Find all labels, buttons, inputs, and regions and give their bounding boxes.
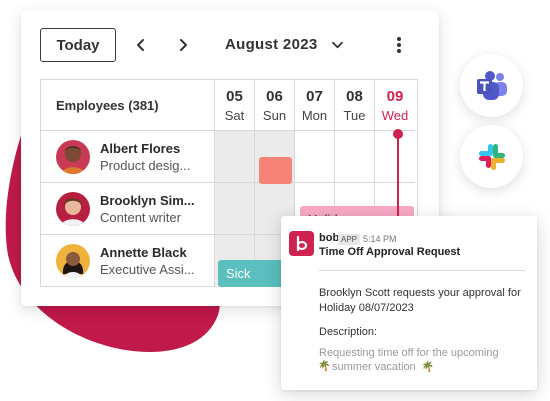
- divider: [319, 270, 525, 271]
- microsoft-teams-icon[interactable]: [460, 54, 523, 117]
- avatar: [56, 140, 90, 174]
- day-of-week: Mon: [301, 108, 328, 123]
- more-options-icon[interactable]: [391, 34, 407, 56]
- employees-column-header: Employees (381): [41, 80, 215, 131]
- employee-role: Executive Assi...: [100, 262, 195, 277]
- avatar: [56, 192, 90, 226]
- day-of-week: Sat: [224, 108, 245, 123]
- employee-name: Annette Black: [100, 245, 187, 260]
- day-cell[interactable]: [295, 131, 335, 183]
- day-cell[interactable]: [375, 131, 415, 183]
- day-of-week: Sun: [262, 108, 287, 123]
- avatar: [56, 244, 90, 278]
- notification-time: 5:14 PM: [363, 234, 397, 244]
- sick-event[interactable]: Sick: [218, 260, 288, 287]
- sender-name: bob: [319, 232, 340, 244]
- palm-tree-emoji: 🌴: [421, 362, 435, 373]
- chevron-down-icon[interactable]: [329, 38, 345, 52]
- bob-logo-icon: [289, 231, 314, 256]
- chevron-left-icon[interactable]: [130, 34, 152, 56]
- day-of-week: Wed: [381, 108, 409, 123]
- day-number: 08: [346, 88, 363, 105]
- employee-name: Albert Flores: [100, 141, 181, 156]
- today-button[interactable]: Today: [40, 28, 116, 62]
- description-line: Requesting time off for the upcoming: [319, 347, 499, 359]
- today-marker-dot: [393, 129, 403, 139]
- employee-role: Product desig...: [100, 158, 191, 173]
- calendar-toolbar: Today August 2023: [21, 10, 439, 80]
- day-number: 05: [226, 88, 243, 105]
- day-number: 07: [306, 88, 323, 105]
- description-line-wrap: 🌴 summer vacation 🌴: [318, 360, 529, 375]
- employee-row-brooklyn-simmons[interactable]: Brooklyn Sim... Content writer: [41, 183, 215, 235]
- description-label: Description:: [319, 326, 378, 338]
- chevron-right-icon[interactable]: [172, 34, 194, 56]
- day-number: 09: [386, 88, 404, 105]
- notification-card[interactable]: bob APP 5:14 PM Time Off Approval Reques…: [281, 216, 537, 390]
- day-number: 06: [266, 88, 283, 105]
- app-badge: APP: [338, 234, 361, 245]
- day-cell[interactable]: [335, 131, 375, 183]
- today-marker-line: [397, 130, 399, 217]
- slack-icon[interactable]: [460, 125, 523, 188]
- employee-row-annette-black[interactable]: Annette Black Executive Assi...: [41, 235, 215, 287]
- day-header-09-today[interactable]: 09 Wed: [375, 80, 415, 131]
- description-text: Requesting time off for the upcoming 🌴 s…: [318, 346, 529, 375]
- day-header-05[interactable]: 05 Sat: [215, 80, 255, 131]
- day-header-07[interactable]: 07 Mon: [295, 80, 335, 131]
- day-cell[interactable]: [215, 131, 255, 183]
- description-line: summer vacation: [332, 361, 416, 373]
- palm-tree-emoji: 🌴: [318, 361, 331, 372]
- employee-row-albert-flores[interactable]: Albert Flores Product desig...: [41, 131, 215, 183]
- employee-name: Brooklyn Sim...: [100, 193, 195, 208]
- day-cell[interactable]: [215, 183, 255, 235]
- notification-body: Brooklyn Scott requests your approval fo…: [319, 287, 521, 314]
- employee-role: Content writer: [100, 210, 181, 225]
- notification-title: Time Off Approval Request: [319, 246, 461, 258]
- day-of-week: Tue: [343, 108, 366, 123]
- month-title[interactable]: August 2023: [225, 36, 318, 53]
- day-header-06[interactable]: 06 Sun: [255, 80, 295, 131]
- time-off-event[interactable]: [259, 157, 292, 184]
- day-header-08[interactable]: 08 Tue: [335, 80, 375, 131]
